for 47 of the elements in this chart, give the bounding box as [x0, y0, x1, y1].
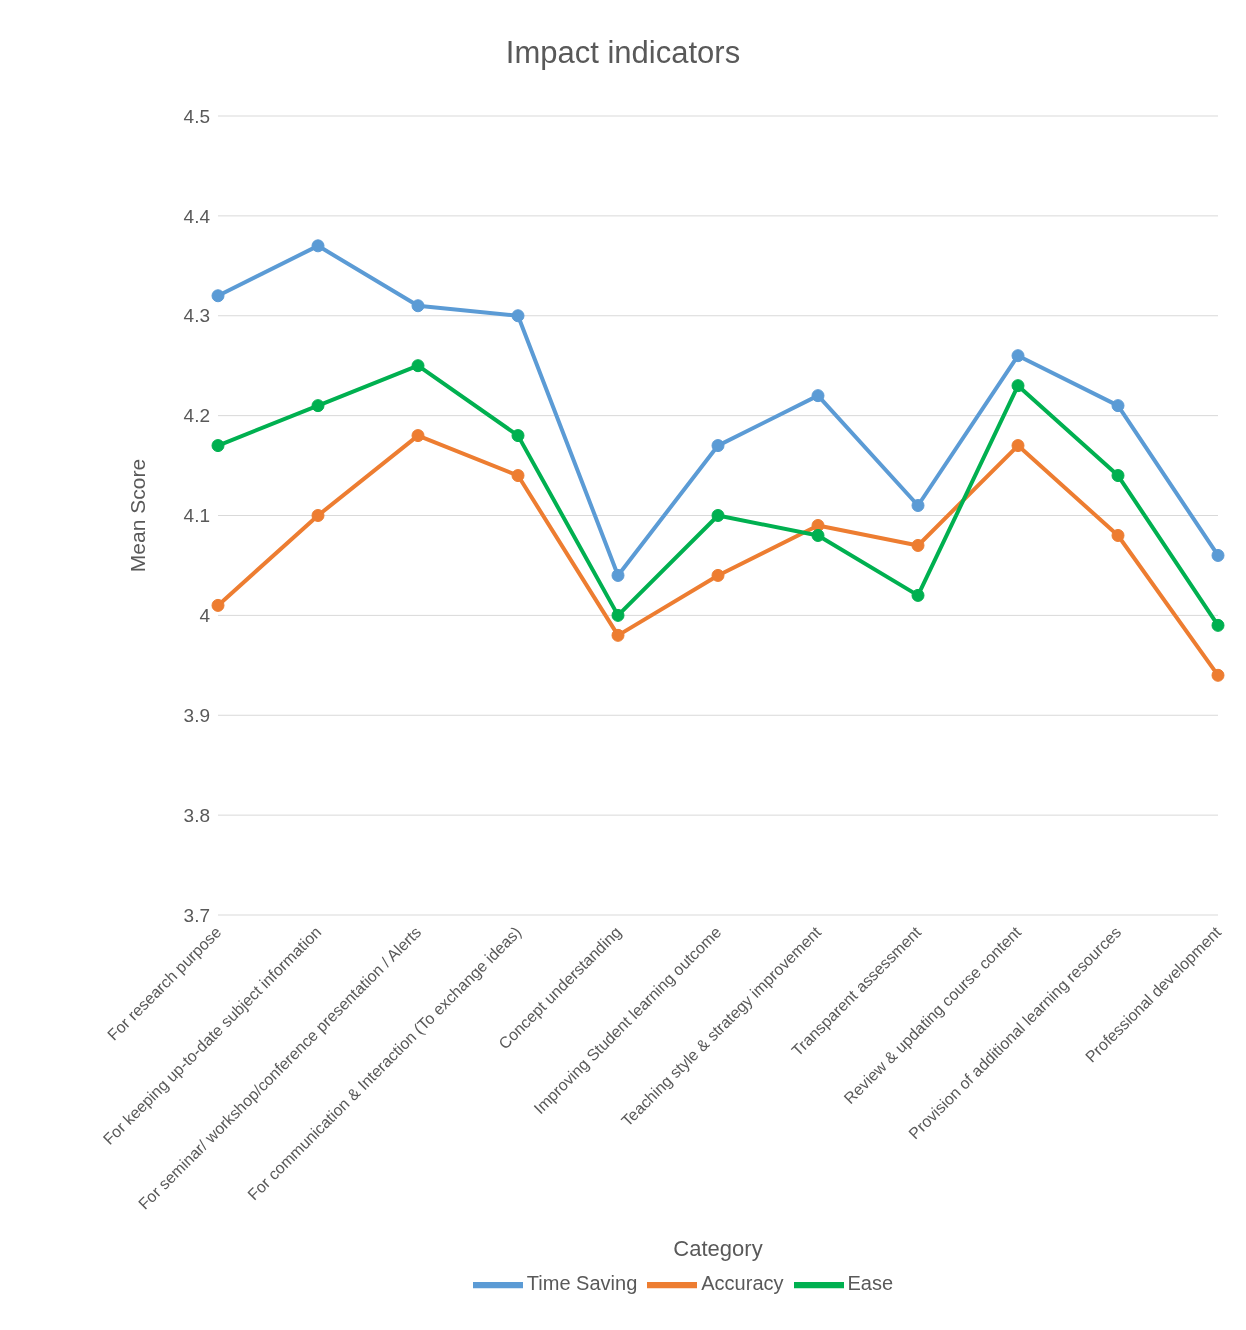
point — [911, 499, 925, 513]
y-tick-label: 3.9 — [183, 704, 210, 726]
point — [311, 239, 325, 253]
y-tick-label: 4.1 — [183, 505, 210, 527]
point — [811, 528, 825, 542]
point — [611, 568, 625, 582]
point — [511, 469, 525, 483]
point — [711, 509, 725, 522]
x-axis-title: Category — [673, 1236, 763, 1261]
point — [1211, 548, 1225, 562]
point — [1011, 439, 1025, 453]
point — [511, 429, 525, 443]
point — [511, 309, 525, 323]
point — [211, 289, 225, 303]
point — [211, 439, 225, 453]
y-tick-label: 4.5 — [183, 105, 210, 127]
point — [611, 628, 625, 642]
y-tick-label: 4.3 — [183, 305, 210, 327]
legend-label: Time Saving — [526, 1272, 638, 1295]
point — [911, 538, 925, 552]
point — [611, 608, 625, 622]
point — [411, 359, 425, 373]
point — [411, 429, 425, 443]
point — [711, 439, 725, 453]
point — [1211, 668, 1225, 682]
point — [311, 509, 325, 522]
point — [1111, 469, 1125, 483]
chart-title: Impact indicators — [504, 34, 742, 72]
y-tick-label: 4.2 — [183, 405, 210, 427]
point — [1111, 528, 1125, 542]
legend-label: Accuracy — [701, 1272, 784, 1295]
legend-label: Ease — [847, 1272, 894, 1295]
point — [1111, 399, 1125, 413]
point — [211, 598, 225, 612]
point — [311, 399, 325, 413]
point — [811, 389, 825, 403]
y-tick-label: 4.4 — [183, 205, 211, 227]
y-tick-label: 3.8 — [183, 804, 210, 826]
y-tick-label: 3.7 — [183, 904, 210, 926]
point — [411, 299, 425, 313]
point — [711, 568, 725, 582]
point — [1011, 379, 1025, 393]
y-tick-label: 4 — [199, 605, 211, 627]
point — [1211, 618, 1225, 632]
point — [1011, 349, 1025, 363]
y-axis-title: Mean Score — [126, 458, 150, 573]
point — [911, 588, 925, 602]
